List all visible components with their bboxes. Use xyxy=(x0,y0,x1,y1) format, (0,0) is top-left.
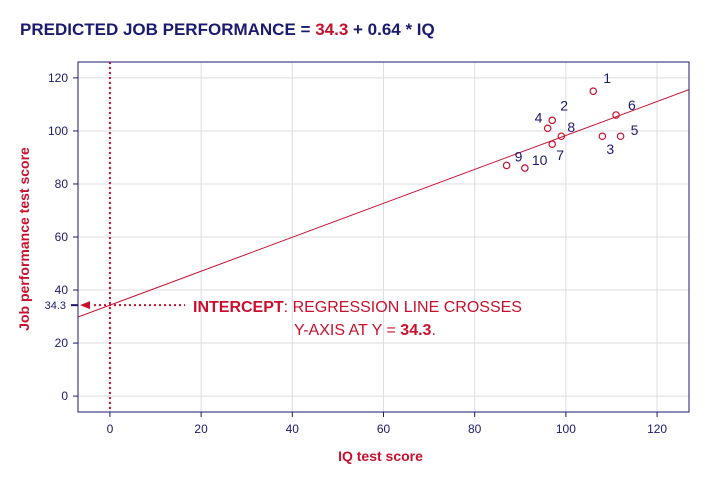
annotation-keyword: INTERCEPT xyxy=(193,299,284,316)
data-point-label: 3 xyxy=(606,141,614,157)
x-tick-label: 120 xyxy=(647,422,667,436)
x-tick-label: 40 xyxy=(286,422,300,436)
data-point-label: 5 xyxy=(631,122,639,138)
data-point-label: 2 xyxy=(560,97,568,113)
title-intercept: 34.3 xyxy=(315,20,349,39)
data-point xyxy=(557,132,566,141)
data-point xyxy=(548,116,557,125)
y-tick-label: 40 xyxy=(55,283,69,297)
data-point xyxy=(521,164,529,172)
data-point-label: 8 xyxy=(567,119,575,135)
y-tick-label: 120 xyxy=(48,71,68,85)
y-tick-label: 20 xyxy=(55,336,69,350)
data-point-label: 6 xyxy=(628,97,636,113)
data-point xyxy=(548,140,557,148)
annotation-text: : REGRESSION LINE CROSSES xyxy=(284,299,522,316)
intercept-tick-label: 34.3 xyxy=(45,300,66,312)
x-tick-label: 20 xyxy=(194,422,208,436)
data-point xyxy=(589,87,598,95)
data-point xyxy=(612,111,620,119)
annotation-text: Y-AXIS AT Y = xyxy=(294,322,400,339)
y-tick-label: 60 xyxy=(55,230,69,244)
data-point-label: 10 xyxy=(532,152,548,168)
regression-line xyxy=(78,89,689,318)
data-point xyxy=(616,132,625,141)
data-point xyxy=(598,132,607,141)
x-axis-title: IQ test score xyxy=(338,448,423,464)
title-prefix: PREDICTED JOB PERFORMANCE = xyxy=(20,20,316,39)
y-tick-label: 100 xyxy=(48,124,68,138)
annotation-value: 34.3 xyxy=(400,322,431,339)
x-tick-label: 100 xyxy=(556,422,576,436)
annotation-text: . xyxy=(431,322,435,339)
data-point-label: 9 xyxy=(515,148,523,164)
data-point xyxy=(543,124,552,133)
data-point-label: 1 xyxy=(603,70,611,86)
y-tick-label: 80 xyxy=(55,177,69,191)
chart-title: PREDICTED JOB PERFORMANCE = 34.3 + 0.64 … xyxy=(20,20,435,40)
y-tick-label: 0 xyxy=(61,389,68,403)
title-suffix: + 0.64 * IQ xyxy=(348,20,435,39)
data-point-label: 7 xyxy=(556,147,564,163)
x-tick-label: 60 xyxy=(377,422,391,436)
x-tick-label: 80 xyxy=(468,422,482,436)
intercept-arrowhead xyxy=(80,301,90,310)
intercept-annotation-line2: Y-AXIS AT Y = 34.3. xyxy=(294,322,436,339)
intercept-annotation-line1: INTERCEPT: REGRESSION LINE CROSSES xyxy=(193,299,522,316)
data-point-label: 4 xyxy=(535,109,543,125)
x-tick-label: 0 xyxy=(107,422,114,436)
data-point xyxy=(502,161,511,170)
y-axis-title: Job performance test score xyxy=(16,147,32,331)
